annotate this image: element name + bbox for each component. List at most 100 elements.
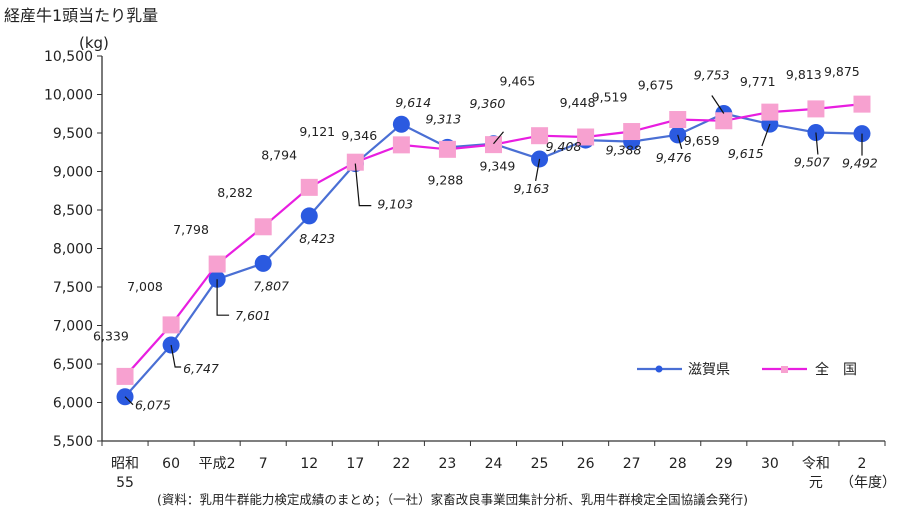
x-tick-label: 27 bbox=[623, 456, 641, 472]
data-label-zenkoku: 6,339 bbox=[93, 328, 129, 343]
x-tick-label: 29 bbox=[715, 456, 733, 472]
data-label-zenkoku: 9,675 bbox=[638, 78, 674, 93]
data-label-zenkoku: 9,813 bbox=[786, 67, 822, 82]
data-label-shiga: 9,753 bbox=[694, 68, 730, 83]
data-point-zenkoku bbox=[485, 136, 502, 154]
chart-title: 経産牛1頭当たり乳量 bbox=[4, 6, 159, 25]
data-point-shiga bbox=[300, 207, 318, 225]
y-tick-label: 9,500 bbox=[53, 126, 93, 142]
data-point-zenkoku bbox=[531, 127, 549, 145]
data-label-zenkoku: 7,798 bbox=[173, 222, 209, 237]
label-leader-shiga bbox=[815, 132, 819, 155]
source-note: (資料：乳用牛群能力検定成績のまとめ；（一社）家畜改良事業団集計分析、乳用牛群検… bbox=[156, 492, 748, 507]
data-label-zenkoku: 8,794 bbox=[261, 147, 297, 162]
data-label-shiga: 9,615 bbox=[728, 146, 764, 161]
data-point-zenkoku bbox=[300, 178, 318, 196]
label-leader-shiga bbox=[354, 163, 372, 207]
data-label-shiga: 9,103 bbox=[377, 197, 413, 212]
data-point-zenkoku bbox=[392, 136, 410, 154]
label-leader-shiga bbox=[535, 158, 541, 182]
data-point-shiga bbox=[807, 123, 825, 141]
legend-label-zenkoku: 全 国 bbox=[815, 361, 857, 378]
data-label-shiga: 6,747 bbox=[183, 361, 219, 376]
x-tick-label: 元 bbox=[809, 475, 823, 490]
data-label-shiga: 6,075 bbox=[135, 398, 171, 413]
data-label-shiga: 8,423 bbox=[299, 231, 335, 246]
x-tick-label: 25 bbox=[531, 456, 549, 472]
data-label-zenkoku: 9,121 bbox=[299, 124, 335, 139]
x-tick-label: 28 bbox=[669, 456, 687, 472]
data-label-shiga: 7,601 bbox=[235, 308, 271, 323]
x-tick-label: 平成2 bbox=[199, 456, 236, 472]
data-label-zenkoku: 9,448 bbox=[560, 95, 596, 110]
data-label-zenkoku: 9,771 bbox=[740, 74, 776, 89]
data-label-zenkoku: 9,465 bbox=[500, 74, 536, 89]
data-label-zenkoku: 9,875 bbox=[824, 64, 860, 79]
y-tick-label: 6,000 bbox=[53, 396, 93, 412]
label-leader-shiga bbox=[493, 131, 504, 145]
y-tick-label: 10,000 bbox=[44, 88, 93, 104]
y-tick-label: 5,500 bbox=[53, 434, 93, 450]
data-label-zenkoku: 9,349 bbox=[480, 159, 516, 174]
data-point-zenkoku bbox=[346, 153, 364, 171]
x-tick-label: 7 bbox=[259, 456, 268, 472]
x-tick-label: 60 bbox=[162, 456, 180, 472]
y-tick-label: 9,000 bbox=[53, 165, 93, 181]
data-label-shiga: 9,360 bbox=[470, 96, 506, 111]
data-point-shiga bbox=[254, 254, 272, 272]
x-tick-label: 55 bbox=[116, 475, 134, 490]
y-tick-label: 7,500 bbox=[53, 280, 93, 296]
data-point-zenkoku bbox=[715, 112, 733, 130]
x-tick-label: 12 bbox=[300, 456, 318, 472]
data-label-shiga: 9,408 bbox=[546, 139, 582, 154]
x-tick-label: 17 bbox=[346, 456, 364, 472]
x-tick-label: 2 bbox=[858, 456, 867, 472]
data-point-shiga bbox=[392, 115, 410, 133]
data-point-zenkoku bbox=[162, 316, 180, 334]
data-label-zenkoku: 7,008 bbox=[127, 279, 163, 294]
data-point-zenkoku bbox=[577, 128, 595, 146]
x-tick-label: 昭和 bbox=[111, 456, 139, 472]
data-label-shiga: 9,476 bbox=[656, 150, 692, 165]
legend-label-shiga: 滋賀県 bbox=[688, 362, 730, 378]
label-leader-shiga bbox=[677, 134, 683, 149]
x-tick-label: 30 bbox=[761, 456, 779, 472]
data-point-shiga bbox=[162, 336, 180, 354]
x-axis-unit-label: （年度） bbox=[840, 475, 896, 490]
data-label-zenkoku: 9,346 bbox=[341, 128, 377, 143]
y-tick-label: 7,000 bbox=[53, 319, 93, 335]
data-point-zenkoku bbox=[116, 367, 134, 385]
label-leader-shiga bbox=[711, 95, 725, 114]
data-label-zenkoku: 9,659 bbox=[684, 133, 720, 148]
x-tick-label: 22 bbox=[392, 456, 410, 472]
data-label-shiga: 9,313 bbox=[425, 111, 461, 126]
data-label-zenkoku: 9,288 bbox=[427, 172, 463, 187]
data-label-shiga: 7,807 bbox=[253, 278, 289, 293]
data-label-shiga: 9,492 bbox=[842, 156, 878, 171]
y-tick-label: 8,000 bbox=[53, 242, 93, 258]
data-point-zenkoku bbox=[254, 218, 272, 236]
label-leader-shiga bbox=[761, 123, 771, 147]
data-point-zenkoku bbox=[853, 95, 871, 113]
legend-marker-shiga bbox=[655, 365, 663, 373]
data-label-shiga: 9,163 bbox=[514, 181, 550, 196]
data-point-zenkoku bbox=[623, 123, 641, 141]
milk-yield-line-chart: 5,500 6,000 6,500 7,000 7,500 8,000 8,500 9,000… bbox=[44, 49, 896, 490]
y-tick-label: 6,500 bbox=[53, 357, 93, 373]
data-label-shiga: 9,614 bbox=[395, 95, 431, 110]
data-point-zenkoku bbox=[761, 103, 779, 121]
x-tick-label: 24 bbox=[485, 456, 503, 472]
x-tick-label: 26 bbox=[577, 456, 595, 472]
y-axis-unit: (kg) bbox=[79, 34, 109, 52]
label-leader-shiga bbox=[170, 344, 182, 368]
y-tick-label: 10,500 bbox=[44, 49, 93, 65]
label-leader-shiga bbox=[124, 396, 134, 406]
label-leader-shiga bbox=[216, 279, 230, 316]
data-point-zenkoku bbox=[807, 100, 825, 118]
x-tick-label: 令和 bbox=[802, 456, 830, 472]
legend-marker-zenkoku bbox=[781, 366, 788, 373]
data-point-zenkoku bbox=[438, 140, 456, 158]
y-tick-label: 8,500 bbox=[53, 203, 93, 219]
data-label-shiga: 9,507 bbox=[794, 154, 830, 169]
x-tick-label: 23 bbox=[439, 456, 457, 472]
